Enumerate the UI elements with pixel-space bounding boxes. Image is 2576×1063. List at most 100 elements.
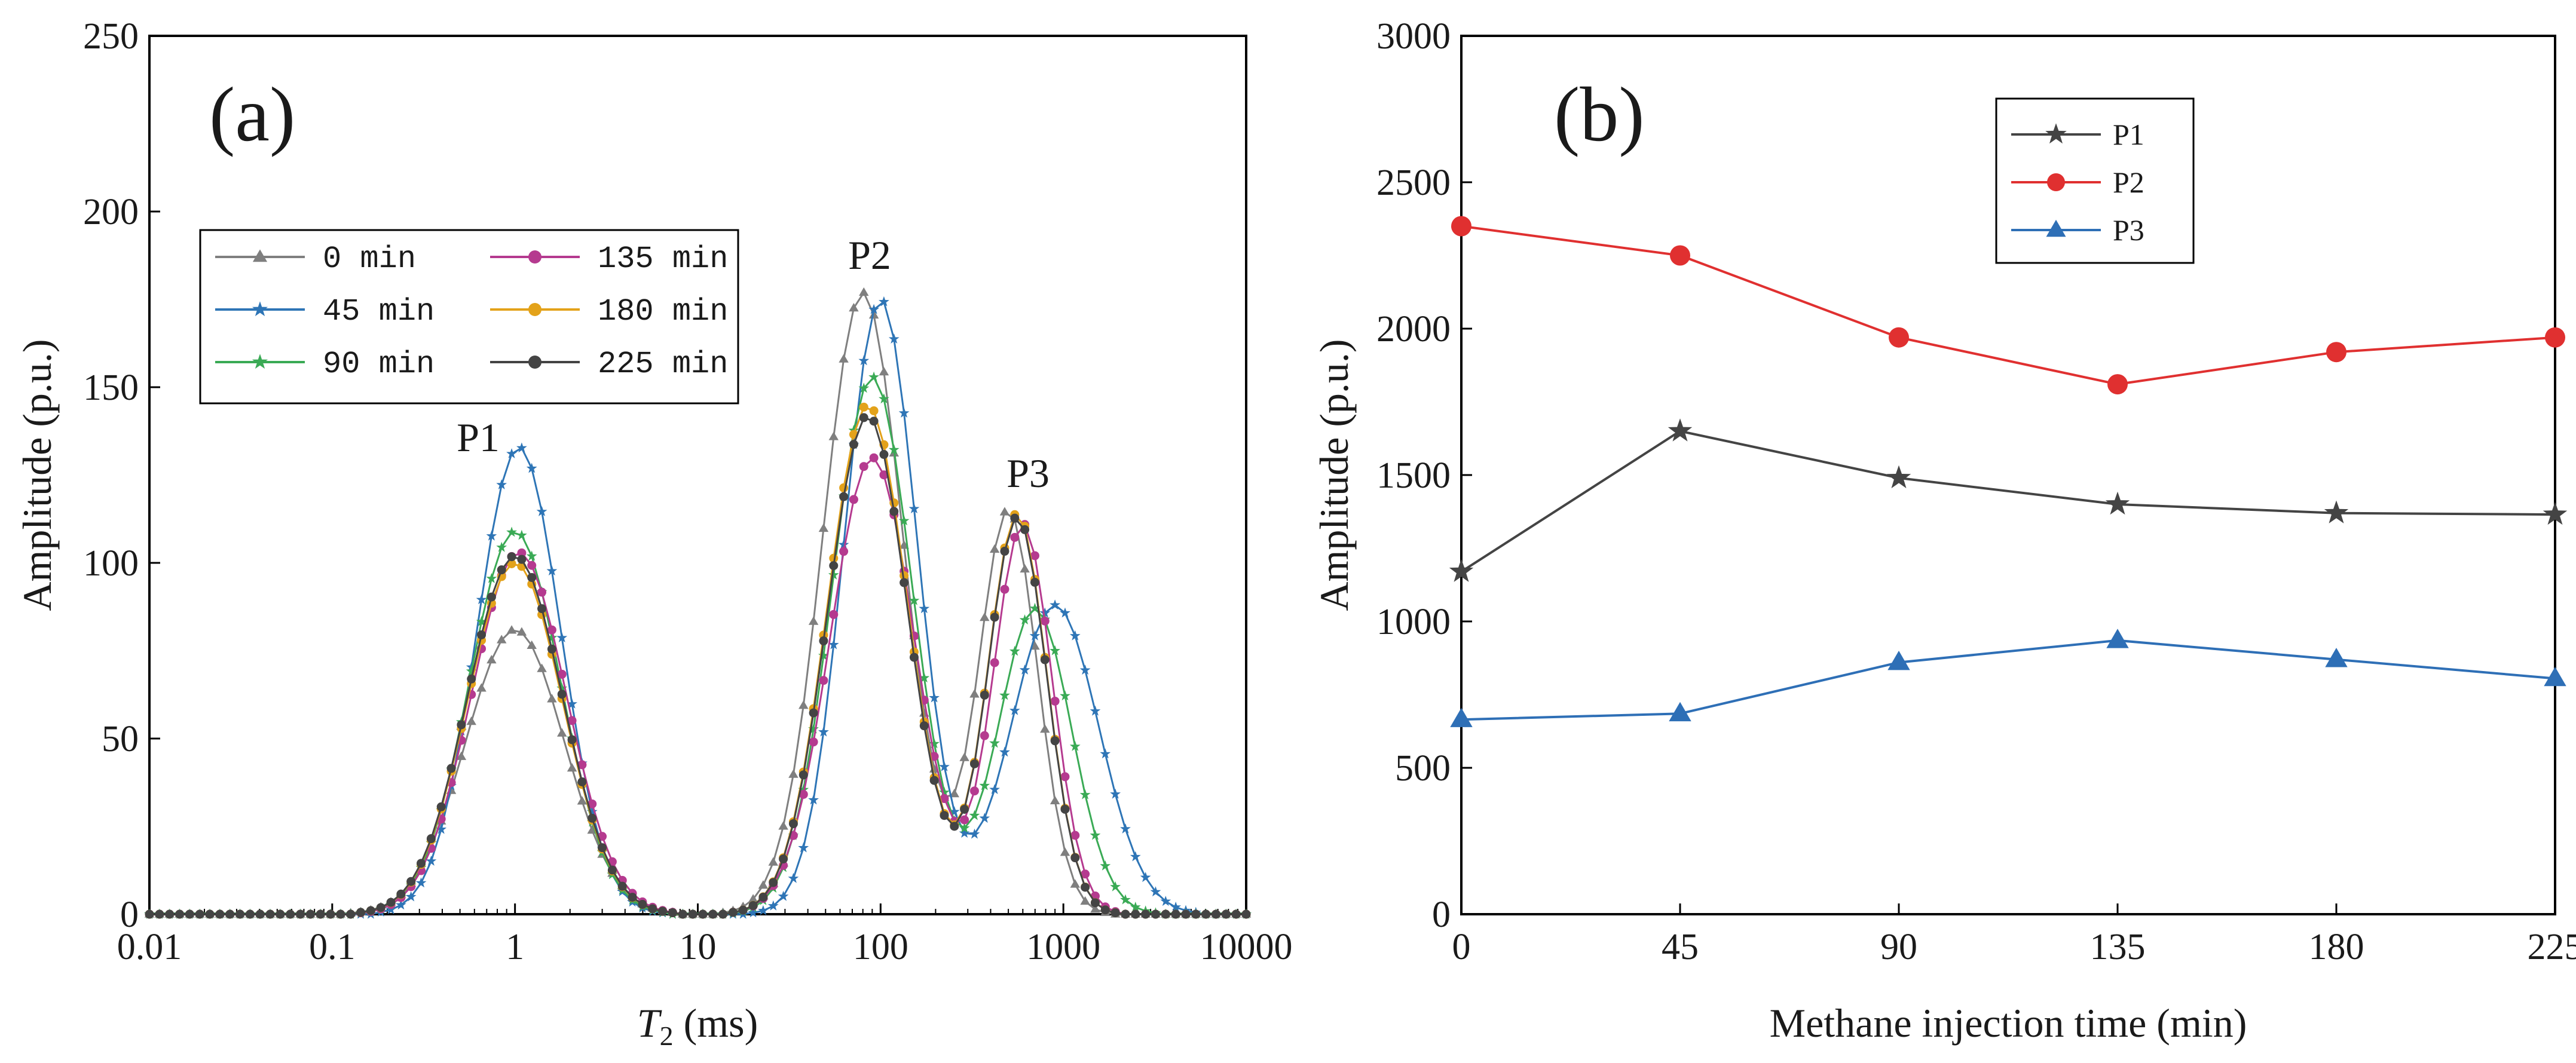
y-tick-label-b: 0 — [1432, 894, 1451, 935]
series-b-P3 — [1450, 629, 2566, 727]
data-point-a — [658, 906, 668, 916]
data-point-a — [900, 571, 909, 580]
data-point-a — [1151, 909, 1160, 919]
data-point-a — [909, 652, 919, 662]
data-point-a — [990, 658, 999, 667]
data-point-b — [2105, 491, 2130, 515]
panel-label-b: (b) — [1554, 72, 1645, 158]
data-point-a — [546, 565, 558, 576]
y-tick-label-b: 3000 — [1376, 16, 1451, 57]
legend-a: 0 min 45 min 90 min 135 min 180 min 225 min — [199, 229, 739, 405]
data-point-a — [980, 612, 990, 621]
data-point-a — [1029, 630, 1041, 641]
data-point-a — [839, 547, 849, 556]
data-point-a — [507, 559, 516, 568]
data-point-a — [848, 425, 859, 435]
data-point-a — [155, 909, 164, 919]
y-tick-label-a: 50 — [102, 719, 139, 759]
data-point-a — [888, 444, 900, 455]
data-point-a — [195, 909, 204, 919]
data-point-a — [376, 903, 386, 912]
peak-label-p2: P2 — [848, 232, 891, 278]
data-point-a — [336, 909, 345, 919]
legend-b: P1 P2 P3 — [1995, 97, 2195, 264]
data-point-a — [809, 737, 818, 747]
data-point-b — [1670, 245, 1690, 266]
legend-label-a: 135 min — [598, 241, 728, 277]
data-point-a — [1050, 795, 1060, 805]
data-point-a — [1009, 645, 1020, 656]
data-point-a — [588, 813, 597, 823]
data-point-a — [457, 720, 466, 730]
data-point-a — [879, 470, 889, 480]
data-point-a — [799, 789, 808, 799]
y-tick-label-a: 150 — [83, 367, 139, 408]
data-point-a — [798, 784, 809, 795]
data-point-a — [265, 909, 275, 919]
legend-label-b: P3 — [2113, 213, 2144, 247]
data-point-a — [1131, 909, 1140, 919]
data-point-a — [477, 630, 487, 639]
data-point-b — [1668, 418, 1693, 442]
data-point-a — [1069, 630, 1081, 641]
x-tick-label-a: 1000 — [1026, 927, 1100, 967]
data-point-a — [858, 355, 870, 366]
data-point-a — [598, 843, 607, 853]
data-point-a — [859, 413, 868, 422]
data-point-a — [829, 609, 839, 619]
data-point-a — [415, 877, 427, 888]
peak-label-p1: P1 — [457, 415, 500, 460]
data-point-a — [1231, 909, 1241, 919]
data-point-a — [1211, 909, 1220, 919]
panel-label-a: (a) — [209, 72, 295, 158]
y-tick-label-a: 0 — [120, 894, 139, 935]
data-point-a — [728, 908, 738, 917]
data-point-a — [1020, 563, 1030, 573]
data-point-a — [547, 644, 556, 654]
data-point-a — [476, 616, 487, 626]
data-point-a — [486, 530, 497, 541]
data-point-a — [1150, 886, 1161, 897]
legend-label-a: 225 min — [598, 347, 728, 382]
data-point-b — [2545, 327, 2565, 348]
data-point-a — [366, 906, 375, 915]
data-point-a — [798, 842, 809, 853]
data-point-a — [678, 909, 687, 919]
data-point-a — [396, 889, 406, 899]
data-point-a — [496, 635, 507, 644]
data-point-a — [1081, 883, 1090, 892]
data-point-a — [1121, 909, 1130, 919]
data-point-a — [255, 909, 265, 919]
data-point-a — [466, 666, 477, 676]
data-point-a — [1241, 909, 1251, 919]
data-point-a — [1079, 789, 1091, 799]
data-point-a — [908, 503, 920, 514]
data-point-a — [1069, 740, 1081, 751]
data-point-a — [718, 909, 728, 919]
series-a-5 — [145, 413, 1251, 919]
data-point-a — [1170, 901, 1182, 912]
data-point-a — [769, 878, 778, 887]
data-point-a — [396, 899, 406, 910]
data-point-a — [527, 572, 537, 582]
data-point-a — [506, 448, 517, 458]
legend-marker-a — [252, 301, 268, 317]
data-point-a — [326, 909, 335, 919]
x-tick-label-a: 10 — [680, 927, 717, 967]
data-point-a — [547, 694, 557, 703]
data-point-a — [517, 548, 527, 557]
data-point-a — [949, 789, 960, 798]
data-point-a — [1060, 607, 1070, 618]
data-point-a — [1160, 896, 1171, 906]
data-point-a — [999, 746, 1010, 757]
data-point-a — [919, 721, 929, 731]
data-point-a — [1110, 788, 1121, 799]
data-point-a — [939, 786, 950, 797]
data-point-a — [879, 296, 889, 307]
data-point-a — [405, 891, 417, 902]
data-point-a — [245, 909, 255, 919]
data-point-a — [527, 560, 537, 570]
data-point-a — [1191, 909, 1201, 919]
